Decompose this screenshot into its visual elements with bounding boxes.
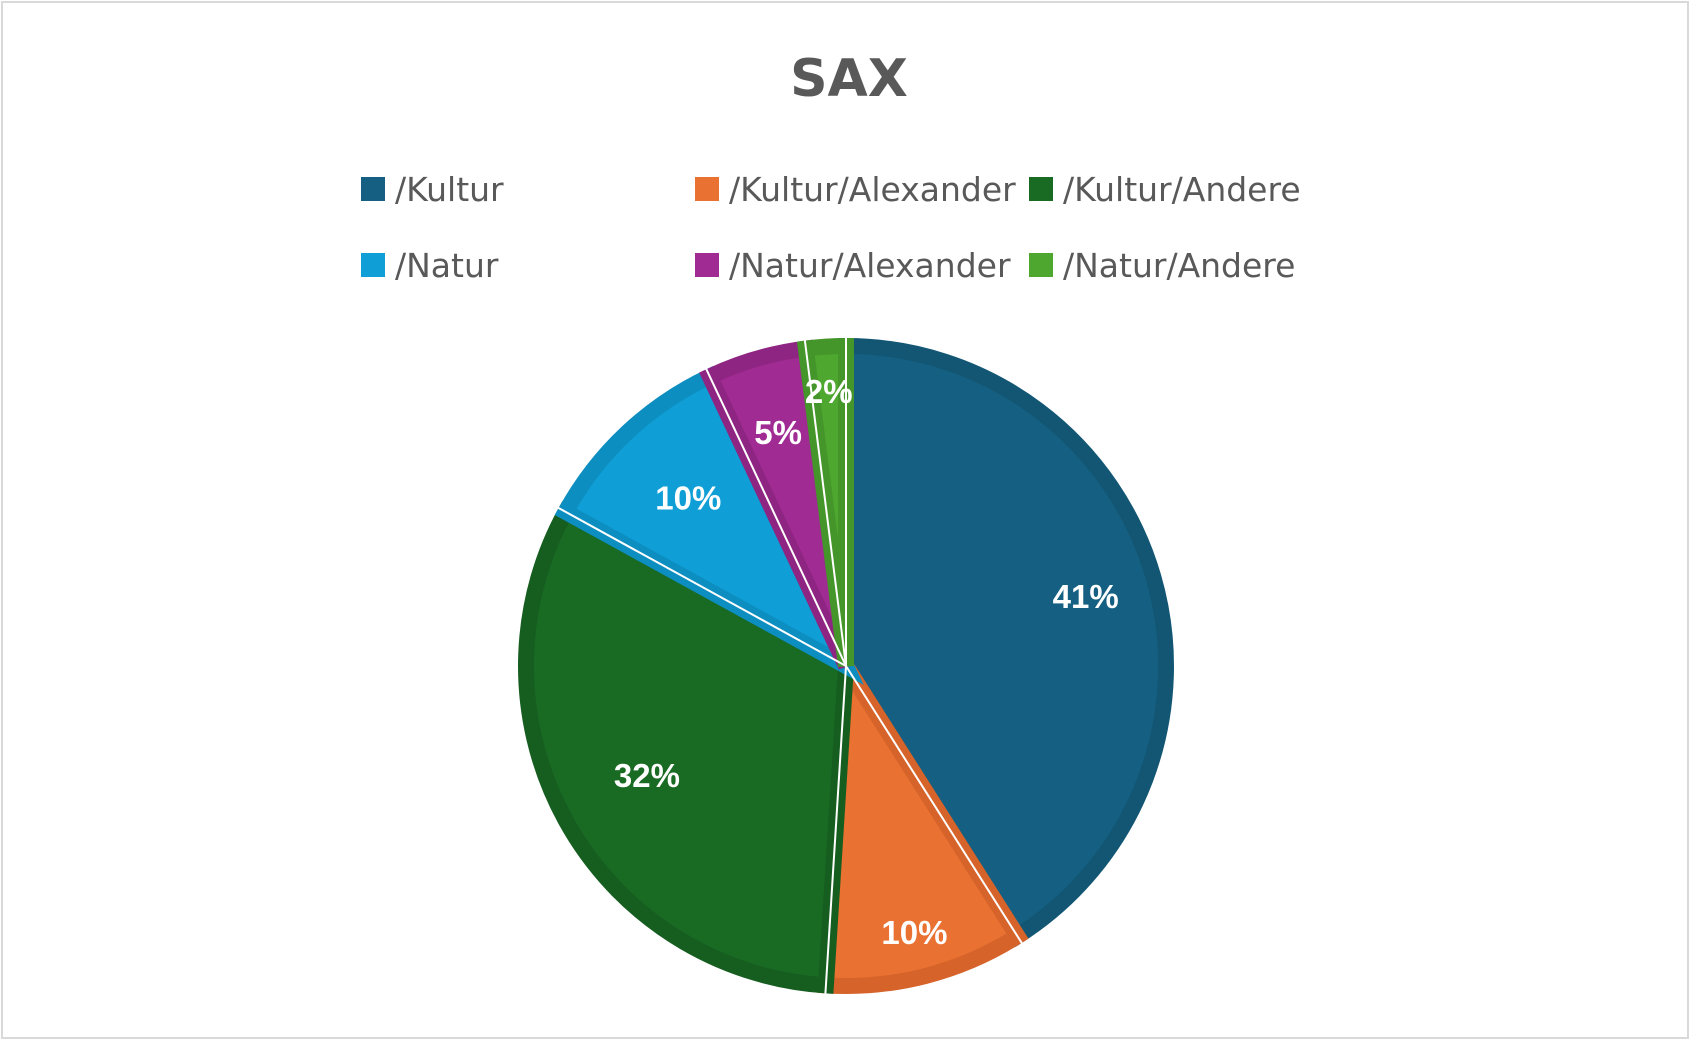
legend-label: /Kultur/Andere [1063, 169, 1301, 209]
slice-data-label: 41% [1053, 578, 1119, 615]
pie-slice-3 [554, 365, 864, 685]
legend-label: /Kultur/Alexander [729, 169, 1016, 209]
legend-label: /Natur [395, 245, 499, 285]
slice-data-label: 32% [614, 757, 680, 794]
chart-title: SAX [790, 49, 908, 109]
slice-separator [824, 665, 847, 995]
slice-data-label: 2% [805, 373, 853, 410]
pie-slice-1 [817, 640, 1029, 994]
slice-separator [557, 506, 847, 667]
legend-label: /Kultur [395, 169, 504, 209]
legend-label: /Natur/Andere [1063, 245, 1296, 285]
slice-data-label: 10% [881, 914, 947, 951]
legend-item-kultur-andere: /Kultur/Andere [1029, 163, 1301, 215]
slice-separator [845, 665, 1024, 945]
legend-swatch [695, 177, 719, 201]
slice-data-label: 5% [754, 414, 802, 451]
legend-item-kultur-alexander: /Kultur/Alexander [695, 163, 1016, 215]
legend-swatch [695, 253, 719, 277]
legend-item-natur: /Natur [361, 239, 498, 291]
legend-swatch [1029, 253, 1053, 277]
slice-separator [803, 339, 847, 667]
legend-item-natur-andere: /Natur/Andere [1029, 239, 1295, 291]
legend-item-kultur: /Kultur [361, 163, 504, 215]
slice-data-label: 10% [655, 480, 721, 517]
legend-swatch [1029, 177, 1053, 201]
legend-label: /Natur/Alexander [729, 245, 1011, 285]
slice-separator [705, 367, 847, 667]
legend-item-natur-alexander: /Natur/Alexander [695, 239, 1011, 291]
legend-swatch [361, 177, 385, 201]
legend-swatch [361, 253, 385, 277]
